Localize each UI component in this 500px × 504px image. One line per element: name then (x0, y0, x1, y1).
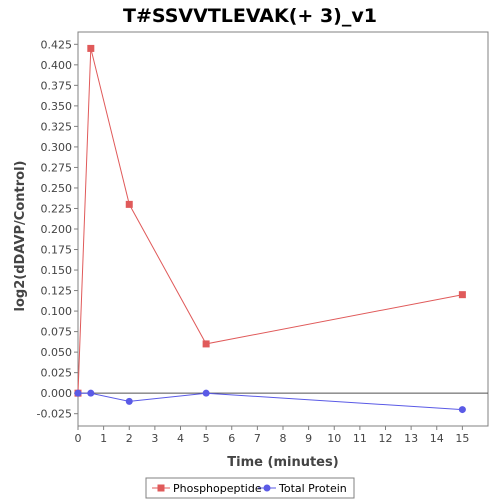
data-point-total-protein (74, 389, 82, 397)
chart-title: T#SSVVTLEVAK(+ 3)_v1 (123, 5, 377, 27)
legend-label-total-protein: Total Protein (278, 482, 347, 495)
y-tick-label: 0.175 (41, 244, 73, 257)
data-point-phosphopeptide (202, 340, 210, 348)
x-tick-label: 4 (177, 432, 184, 445)
y-tick-label: 0.075 (41, 326, 73, 339)
legend-box (145, 477, 355, 499)
y-tick-label: 0.225 (41, 202, 73, 215)
data-point-total-protein (125, 397, 133, 405)
plot-frame (77, 31, 489, 427)
data-point-phosphopeptide (87, 44, 95, 52)
x-tick-label: 15 (455, 432, 469, 445)
y-tick-label: 0.375 (41, 79, 73, 92)
x-tick-label: 2 (126, 432, 133, 445)
series-total-protein (74, 389, 466, 414)
x-tick-label: 7 (254, 432, 261, 445)
y-tick-label: -0.025 (37, 408, 72, 421)
data-point-phosphopeptide (125, 200, 133, 208)
data-point-total-protein (458, 406, 466, 414)
y-tick-label: 0.350 (41, 100, 73, 113)
data-point-phosphopeptide (458, 291, 466, 299)
x-tick-label: 11 (353, 432, 367, 445)
x-tick-label: 13 (404, 432, 418, 445)
y-axis-label: log2(dDAVP/Control) (13, 161, 28, 312)
x-tick-label: 1 (100, 432, 107, 445)
legend: Phosphopeptide Total Protein (145, 477, 355, 499)
y-tick-label: 0.400 (41, 59, 73, 72)
y-tick-label: 0.125 (41, 285, 73, 298)
x-tick-label: 10 (327, 432, 341, 445)
y-tick-label: 0.000 (41, 387, 73, 400)
legend-marker-phosphopeptide (157, 484, 165, 492)
x-axis-label: Time (minutes) (227, 455, 338, 470)
legend-item-total-protein: Total Protein (258, 482, 347, 495)
x-tick-label: 6 (228, 432, 235, 445)
plot-area: -0.025 0.000 0.025 0.050 0.075 0.100 0.125 0.15… (37, 31, 489, 445)
y-tick-label: 0.025 (41, 367, 73, 380)
x-tick-label: 0 (75, 432, 82, 445)
y-tick-label: 0.300 (41, 141, 73, 154)
x-tick-label: 8 (280, 432, 287, 445)
x-tick-label: 14 (430, 432, 444, 445)
data-point-total-protein (87, 389, 95, 397)
x-tick-label: 5 (203, 432, 210, 445)
y-tick-label: 0.200 (41, 223, 73, 236)
legend-item-phosphopeptide: Phosphopeptide (152, 482, 262, 495)
legend-marker-total-protein (263, 484, 271, 492)
y-tick-label: 0.425 (41, 38, 73, 51)
y-tick-label: 0.050 (41, 346, 73, 359)
x-tick-label: 12 (379, 432, 393, 445)
data-point-total-protein (202, 389, 210, 397)
y-tick-label: 0.250 (41, 182, 73, 195)
y-tick-label: 0.100 (41, 305, 73, 318)
y-tick-label: 0.275 (41, 161, 73, 174)
y-tick-label: 0.325 (41, 120, 73, 133)
x-tick-label: 3 (151, 432, 158, 445)
y-tick-label: 0.150 (41, 264, 73, 277)
legend-label-phosphopeptide: Phosphopeptide (173, 482, 262, 495)
x-tick-label: 9 (305, 432, 312, 445)
